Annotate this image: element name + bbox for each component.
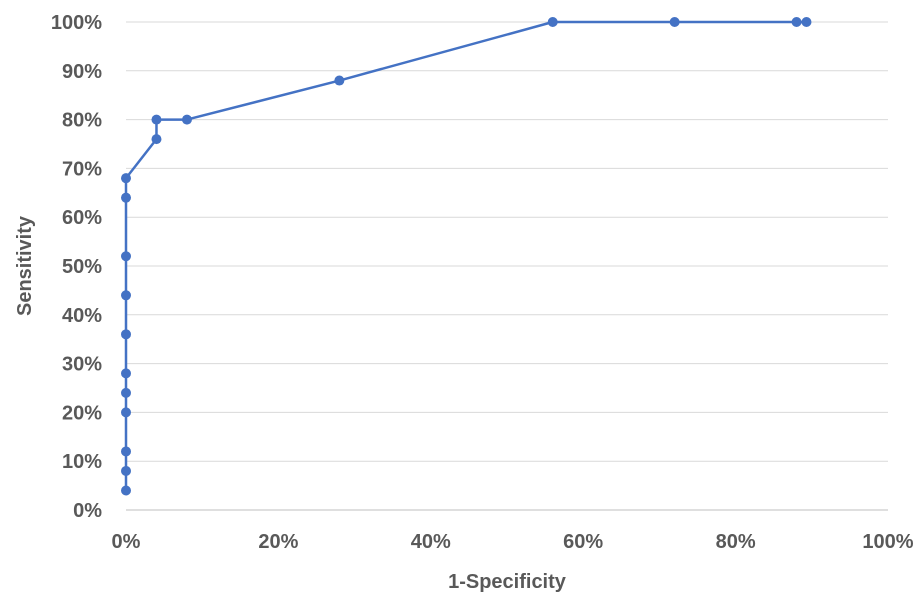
label-layer: 0% 10% 20% 30% 40% 50% 60% 70% 80% 90% 100% 0% 20% 40… [51, 12, 914, 553]
x-tick-label: 60% [563, 531, 603, 553]
data-point [121, 329, 131, 340]
y-tick-label: 80% [62, 110, 102, 132]
series-layer [121, 17, 812, 496]
data-point [181, 114, 192, 125]
x-tick-label: 0% [112, 531, 141, 553]
y-tick-label: 60% [62, 207, 102, 229]
data-point [791, 17, 802, 27]
data-point [121, 387, 131, 398]
data-point [669, 17, 680, 27]
x-tick-label: 20% [258, 531, 298, 553]
y-tick-label: 70% [62, 158, 102, 180]
y-tick-label: 100% [51, 12, 102, 34]
data-point [121, 251, 131, 262]
x-tick-label: 100% [862, 531, 913, 553]
data-point [121, 465, 131, 476]
data-point [151, 114, 162, 125]
data-point [801, 17, 812, 27]
data-point [151, 134, 162, 145]
y-tick-label: 90% [62, 61, 102, 83]
y-tick-label: 10% [62, 451, 102, 473]
data-point [121, 446, 131, 457]
y-tick-label: 0% [73, 500, 102, 522]
data-point [121, 407, 131, 418]
x-tick-label: 80% [716, 531, 756, 553]
x-axis-title: 1-Specificity [448, 571, 567, 593]
series-line [124, 20, 807, 491]
y-tick-label: 40% [62, 305, 102, 327]
y-axis-title: Sensitivity [14, 215, 36, 316]
data-point [121, 192, 131, 203]
y-tick-label: 50% [62, 256, 102, 278]
x-tick-label: 40% [411, 531, 451, 553]
data-point [121, 368, 131, 379]
y-tick-label: 20% [62, 402, 102, 424]
data-point [121, 485, 131, 496]
grid-layer [126, 21, 888, 462]
data-point [334, 75, 345, 86]
data-point [121, 290, 131, 301]
y-tick-label: 30% [62, 354, 102, 376]
data-point [547, 17, 558, 27]
data-point [121, 173, 131, 184]
